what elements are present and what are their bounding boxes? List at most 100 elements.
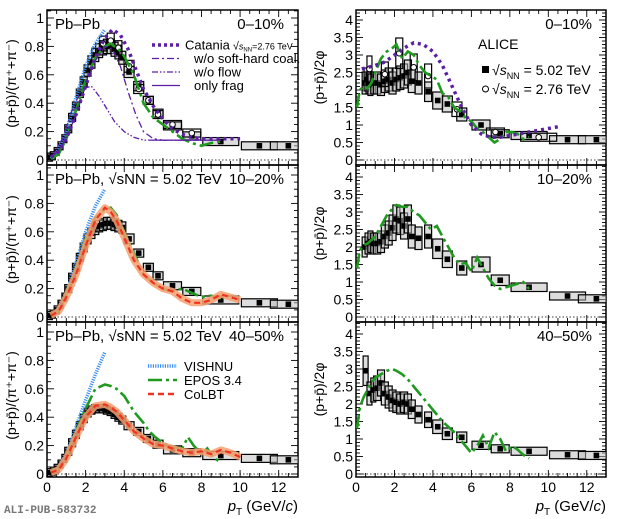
y-tick-label: 3 [345, 204, 353, 220]
data-point [73, 103, 79, 109]
legend: ALICE √sNN = 5.02 TeV√sNN = 2.76 TeV [478, 36, 591, 100]
data-point [497, 446, 504, 452]
data-point [478, 442, 484, 449]
y-tick-label: 3 [345, 361, 353, 377]
y-tick-label: 4 [345, 12, 353, 28]
x-tick-label: 0 [43, 479, 51, 495]
data-point [593, 136, 600, 143]
centrality-label: 40–50% [229, 328, 284, 345]
data-point [497, 130, 504, 137]
legend-label: w/o flow [193, 65, 242, 80]
data-point [408, 233, 415, 240]
y-tick-label: 0.8 [25, 352, 45, 368]
data-point [478, 122, 484, 128]
data-point [526, 448, 532, 455]
data-point [169, 282, 176, 289]
data-point [408, 78, 415, 85]
syst-box [577, 450, 606, 461]
legend-label: √sNN = 2.76 TeV [492, 81, 591, 100]
legend-label: Catania √sNN=2.76 TeV [185, 38, 293, 54]
panel-right-10-20: 00.5 11.5 22.5 33.5 4 (p+p̄)/2φ 10–20% [311, 164, 607, 325]
data-point [564, 136, 571, 143]
y-axis-label: (p+p̄)/2φ [311, 51, 327, 105]
data-point [526, 132, 532, 139]
series-alice-2-76-tev [366, 37, 558, 142]
legend-label: VISHNU [184, 359, 233, 374]
y-tick-label: 0.8 [25, 38, 45, 54]
watermark: ALI-PUB-583732 [4, 505, 96, 517]
plot-area [47, 351, 298, 478]
x-tick-label: 2 [391, 479, 399, 495]
y-tick-label: 0.5 [334, 292, 354, 308]
syst-box [380, 61, 389, 88]
data-point [593, 296, 600, 302]
y-axis-label: (p+p̄)/2φ [311, 363, 327, 417]
panel-right-0-10: 00.5 11.5 22.5 33.5 4 (p+p̄)/2φ 0–10% ALICE √sNN… [311, 9, 607, 168]
syst-box [98, 35, 108, 52]
y-tick-label: 0.5 [334, 449, 354, 465]
legend-label: w/o soft-hard coal. [193, 51, 300, 66]
y-tick-label: 0 [345, 152, 353, 168]
series-alice-5-02-tev [361, 204, 606, 304]
y-tick-label: 1.5 [334, 100, 354, 116]
y-tick-label: 2 [345, 239, 353, 255]
plot-area [356, 355, 606, 461]
data-point [415, 235, 422, 242]
y-axis-label: (p+p̄)/(π⁺+π⁻) [3, 351, 19, 440]
legend-marker-filled [482, 66, 489, 73]
x-axis-label: pT (GeV/c) [227, 498, 298, 518]
y-tick-label: 0.2 [25, 281, 45, 297]
data-point [362, 367, 369, 374]
data-point [593, 452, 600, 459]
series-colbt [50, 206, 241, 317]
y-tick-label: 3.5 [334, 30, 354, 46]
x-tick-label: 4 [120, 479, 128, 495]
series-vishnu [49, 188, 107, 318]
panel-left-0-10: 0 0.2 0.4 0.6 0.8 1 (p+p̄)/(π⁺+π⁻) Pb–Pb 0–10% Ca… [3, 9, 300, 168]
legend-label: CoLBT [184, 387, 225, 402]
series-epos-3-4 [356, 42, 530, 145]
centrality-label: 10–20% [537, 171, 592, 188]
data-point [492, 128, 499, 136]
y-tick-label: 0 [345, 309, 353, 325]
y-tick-label: 3.5 [334, 187, 354, 203]
data-point [217, 138, 224, 145]
data-point [564, 293, 571, 299]
plot-area [47, 188, 298, 321]
y-tick-label: 3.5 [334, 344, 354, 360]
data-point [415, 80, 422, 86]
panel-title: Pb–Pb, √sNN = 5.02 TeV [55, 328, 222, 345]
centrality-label: 0–10% [545, 16, 592, 33]
centrality-label: 0–10% [237, 16, 284, 33]
y-tick-label: 0.6 [25, 67, 45, 83]
x-tick-label: 10 [232, 479, 248, 495]
y-tick-label: 3 [345, 47, 353, 63]
data-point [444, 256, 451, 263]
y-tick-label: 2 [345, 82, 353, 98]
series-epos-3-4 [356, 203, 531, 291]
x-tick-label: 0 [352, 479, 360, 495]
data-point [189, 288, 195, 295]
y-tick-label: 0.6 [25, 381, 45, 397]
y-tick-label: 2.5 [334, 222, 354, 238]
y-tick-label: 1 [36, 10, 44, 26]
y-tick-label: 1 [36, 167, 44, 183]
y-tick-label: 1 [345, 431, 353, 447]
y-tick-label: 4 [345, 169, 353, 185]
data-point [80, 79, 87, 85]
syst-box [269, 299, 298, 309]
x-axis-label: pT (GeV/c) [535, 498, 606, 518]
y-tick-label: 2.5 [334, 379, 354, 395]
y-axis-label: (p+p̄)/(π⁺+π⁻) [3, 195, 19, 284]
data-point [425, 416, 431, 423]
syst-box [114, 40, 123, 56]
y-tick-label: 0 [36, 309, 44, 325]
series-epos-3-4 [50, 383, 222, 474]
y-axis-label: (p+p̄)/2φ [311, 207, 327, 261]
syst-box [520, 132, 558, 142]
plot-area [356, 37, 606, 145]
data-point [256, 455, 263, 462]
x-tick-label: 2 [82, 479, 90, 495]
